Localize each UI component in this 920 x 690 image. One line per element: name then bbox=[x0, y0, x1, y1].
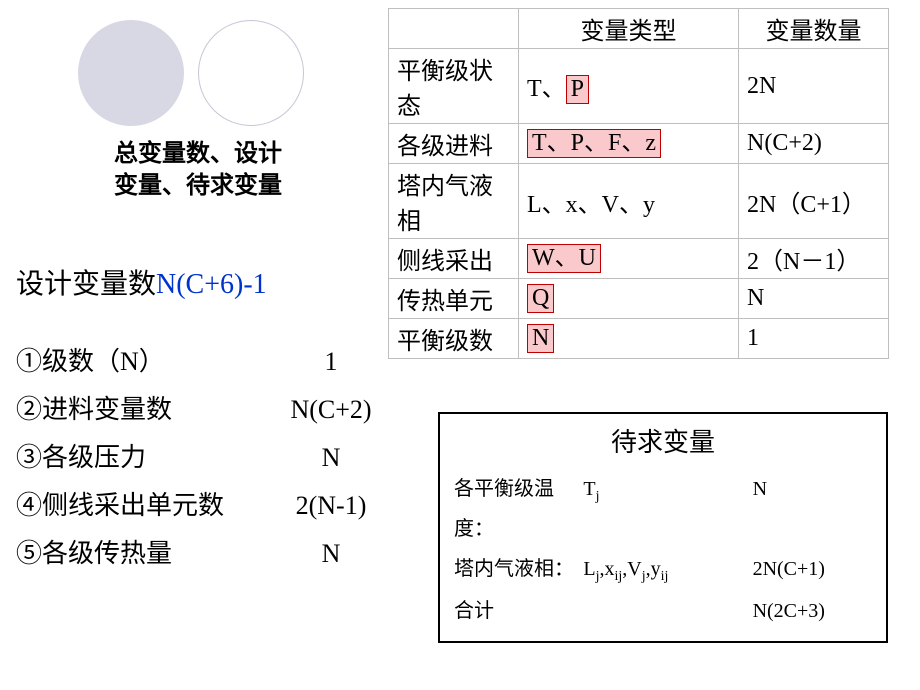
caption-block: 总变量数、设计 变量、待求变量 bbox=[58, 138, 338, 203]
row-vartype: T、P、F、z bbox=[519, 124, 739, 164]
box-row-right: N(2C+3) bbox=[753, 591, 872, 631]
caption-line1: 总变量数、设计 bbox=[114, 140, 282, 167]
design-var-label: 设计变量数 bbox=[16, 269, 156, 300]
box-row-mid: Lj,xij,Vj,yij bbox=[583, 549, 752, 591]
box-row-right: N bbox=[753, 469, 872, 509]
box-row: 塔内气液相：Lj,xij,Vj,yij2N(C+1) bbox=[454, 549, 872, 591]
box-row-mid: Tj bbox=[583, 469, 752, 511]
row-vartype: Q bbox=[519, 279, 739, 319]
row-label: 传热单元 bbox=[389, 279, 519, 319]
decorative-circle-filled bbox=[78, 20, 184, 126]
box-row: 各平衡级温度：TjN bbox=[454, 469, 872, 549]
row-vartype: L、x、V、y bbox=[519, 164, 739, 239]
row-label: 平衡级状态 bbox=[389, 49, 519, 124]
table-row: 塔内气液相L、x、V、y2N（C+1） bbox=[389, 164, 889, 239]
list-item-label: ①级数（N） bbox=[16, 338, 256, 386]
table-row: 传热单元 Q N bbox=[389, 279, 889, 319]
row-count: 2N bbox=[739, 49, 889, 124]
table-row: 各级进料 T、P、F、z N(C+2) bbox=[389, 124, 889, 164]
table-header-row: 变量类型 变量数量 bbox=[389, 9, 889, 49]
box-row-label: 塔内气液相： bbox=[454, 549, 583, 589]
row-label: 塔内气液相 bbox=[389, 164, 519, 239]
box-row: 合计 N(2C+3) bbox=[454, 591, 872, 631]
caption-line2: 变量、待求变量 bbox=[114, 172, 282, 199]
row-label: 各级进料 bbox=[389, 124, 519, 164]
vtype-highlight: Q bbox=[527, 284, 554, 312]
list-item-value: N bbox=[256, 530, 406, 578]
th-blank bbox=[389, 9, 519, 49]
list-item-label: ③各级压力 bbox=[16, 434, 256, 482]
row-vartype: T、P bbox=[519, 49, 739, 124]
box-row-label: 各平衡级温度： bbox=[454, 469, 583, 549]
decorative-circle-outline bbox=[198, 20, 304, 126]
row-label: 侧线采出 bbox=[389, 239, 519, 279]
list-item-label: ④侧线采出单元数 bbox=[16, 482, 256, 530]
box-row-label: 合计 bbox=[454, 591, 583, 631]
list-item: ③各级压力N bbox=[16, 434, 406, 482]
list-item-label: ⑤各级传热量 bbox=[16, 530, 256, 578]
box-row-right: 2N(C+1) bbox=[753, 549, 872, 589]
vtype-highlight: P bbox=[566, 75, 589, 103]
th-varcount: 变量数量 bbox=[739, 9, 889, 49]
row-label: 平衡级数 bbox=[389, 319, 519, 359]
numbered-list: ①级数（N）1②进料变量数N(C+2)③各级压力N④侧线采出单元数2(N-1)⑤… bbox=[16, 338, 406, 578]
row-vartype: N bbox=[519, 319, 739, 359]
list-item-value: N bbox=[256, 434, 406, 482]
row-count: N bbox=[739, 279, 889, 319]
row-vartype: W、U bbox=[519, 239, 739, 279]
list-item: ④侧线采出单元数2(N-1) bbox=[16, 482, 406, 530]
th-vartype: 变量类型 bbox=[519, 9, 739, 49]
list-item-value: N(C+2) bbox=[256, 386, 406, 434]
row-count: 2（N－1） bbox=[739, 239, 889, 279]
row-count: 2N（C+1） bbox=[739, 164, 889, 239]
vtype-pre: T、 bbox=[527, 76, 566, 102]
table-row: 侧线采出 W、U 2（N－1） bbox=[389, 239, 889, 279]
row-count: N(C+2) bbox=[739, 124, 889, 164]
list-item: ⑤各级传热量N bbox=[16, 530, 406, 578]
table-row: 平衡级状态T、P2N bbox=[389, 49, 889, 124]
list-item-value: 2(N-1) bbox=[256, 482, 406, 530]
box-title: 待求变量 bbox=[454, 422, 872, 459]
table-row: 平衡级数 N 1 bbox=[389, 319, 889, 359]
variable-type-table: 变量类型 变量数量 平衡级状态T、P2N各级进料T、P、F、zN(C+2)塔内气… bbox=[388, 8, 889, 359]
pending-variables-box: 待求变量 各平衡级温度：TjN塔内气液相：Lj,xij,Vj,yij2N(C+1… bbox=[438, 412, 888, 643]
list-item: ①级数（N）1 bbox=[16, 338, 406, 386]
list-item-value: 1 bbox=[256, 338, 406, 386]
list-item: ②进料变量数N(C+2) bbox=[16, 386, 406, 434]
design-variable-line: 设计变量数N(C+6)-1 bbox=[16, 262, 267, 302]
row-count: 1 bbox=[739, 319, 889, 359]
vtype-highlight: N bbox=[527, 324, 554, 352]
list-item-label: ②进料变量数 bbox=[16, 386, 256, 434]
vtype-highlight: T、P、F、z bbox=[527, 129, 661, 157]
vtype-highlight: W、U bbox=[527, 244, 601, 272]
design-var-formula: N(C+6)-1 bbox=[156, 269, 267, 300]
